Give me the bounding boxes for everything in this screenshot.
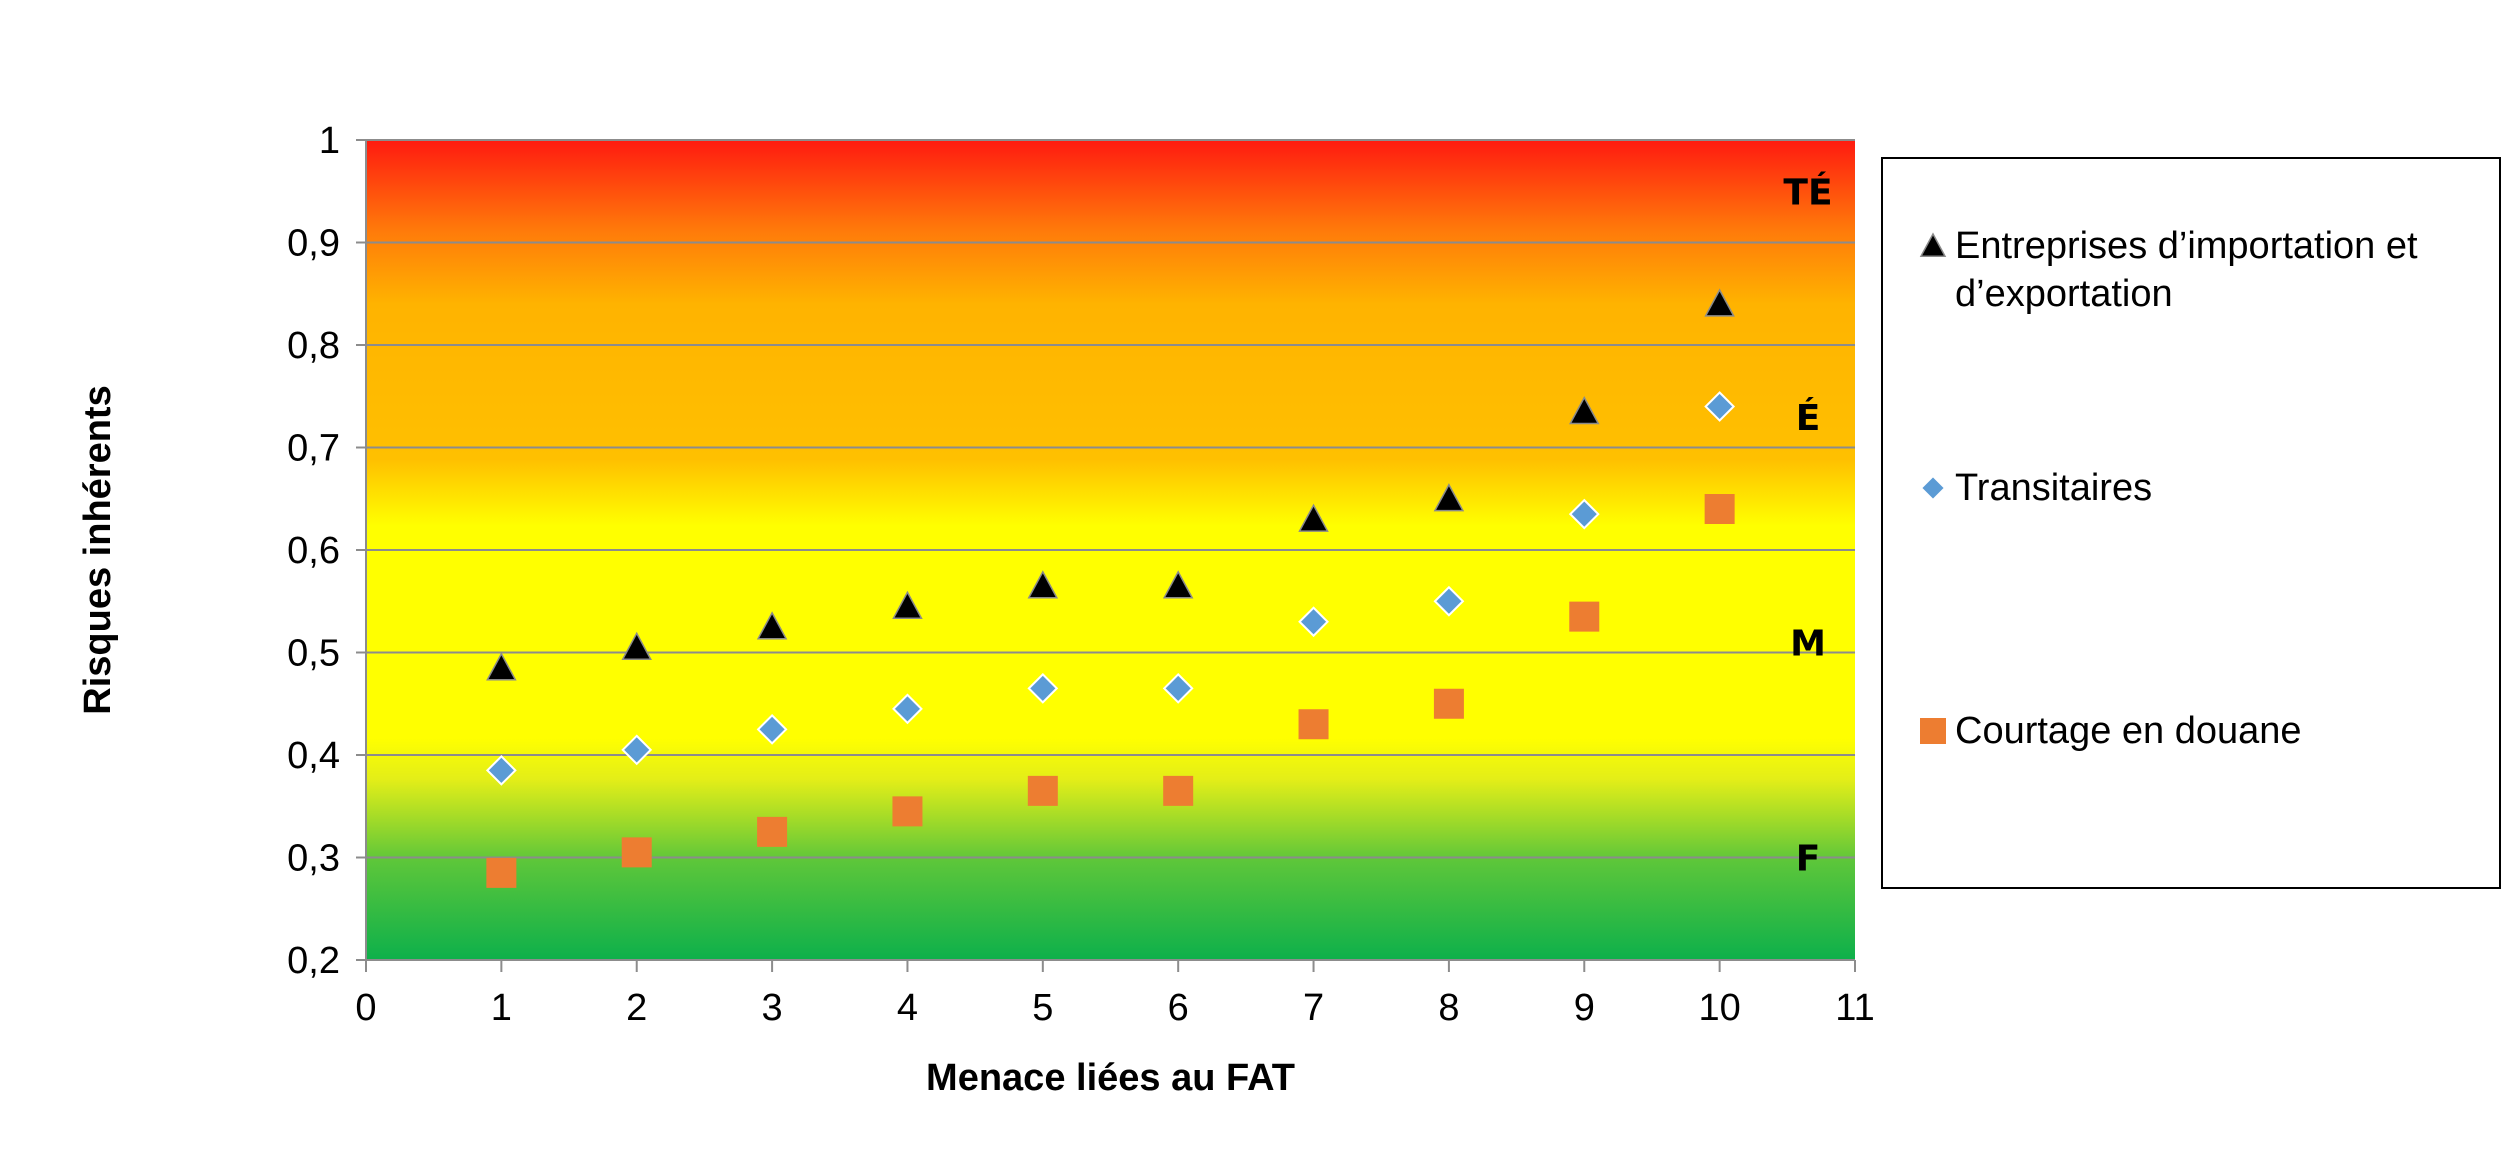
x-tick-label: 10 bbox=[1698, 987, 1740, 1029]
diamond-point bbox=[1298, 606, 1329, 638]
square-point bbox=[1298, 709, 1329, 740]
gridlines bbox=[356, 139, 1856, 972]
square-point bbox=[892, 796, 923, 827]
y-tick-label: 1 bbox=[319, 120, 340, 162]
diamond-point bbox=[1027, 672, 1059, 704]
triangle-point bbox=[892, 590, 923, 620]
square-point bbox=[1569, 601, 1600, 632]
diamond-point bbox=[1568, 498, 1600, 530]
diamond-point bbox=[485, 754, 517, 786]
y-tick-label: 0,9 bbox=[287, 223, 340, 265]
x-tick-label: 0 bbox=[355, 987, 376, 1029]
triangle-point bbox=[621, 631, 652, 661]
zone-label: F bbox=[1796, 839, 1821, 880]
square-point bbox=[1433, 688, 1464, 719]
square-point bbox=[1027, 775, 1058, 806]
x-tick-label: 11 bbox=[1835, 987, 1874, 1029]
square-point bbox=[621, 837, 652, 868]
square-legend-marker bbox=[1920, 718, 1946, 744]
square-point bbox=[1163, 775, 1194, 806]
y-tick-label: 0,2 bbox=[287, 940, 340, 982]
triangle-point bbox=[1298, 503, 1329, 532]
y-tick-label: 0,6 bbox=[287, 530, 340, 572]
square-point bbox=[486, 857, 517, 888]
y-tick-label: 0,8 bbox=[287, 325, 340, 367]
y-tick-label: 0,3 bbox=[287, 838, 340, 880]
legend-label: Courtage en douane bbox=[1955, 710, 2302, 752]
triangle-point bbox=[756, 611, 788, 640]
x-tick-label: 7 bbox=[1303, 987, 1324, 1029]
legend-label: Entreprises d’importation et bbox=[1955, 225, 2418, 267]
triangle-point bbox=[1704, 288, 1735, 317]
triangle-point bbox=[1569, 396, 1600, 425]
x-tick-label: 5 bbox=[1032, 987, 1053, 1029]
diamond-point bbox=[756, 713, 788, 745]
x-axis-title: Menace liées au FAT bbox=[926, 1057, 1295, 1099]
data-points bbox=[485, 288, 1736, 888]
diamond-point bbox=[892, 693, 923, 725]
x-tick-label: 8 bbox=[1438, 987, 1459, 1029]
x-tick-label: 9 bbox=[1574, 987, 1595, 1029]
risk-zone-labels: TÉ É M F bbox=[1783, 171, 1832, 879]
diamond-point bbox=[1704, 391, 1736, 422]
legend-item: Courtage en douane bbox=[1920, 710, 2302, 752]
zone-label: M bbox=[1790, 623, 1826, 664]
triangle-point bbox=[486, 652, 517, 681]
zone-label: É bbox=[1796, 397, 1821, 439]
y-tick-label: 0,7 bbox=[287, 428, 340, 470]
legend-item: Transitaires bbox=[1919, 467, 2152, 509]
axes bbox=[365, 140, 1855, 961]
y-tick-label: 0,5 bbox=[287, 633, 340, 675]
x-tick-label: 1 bbox=[491, 987, 512, 1029]
x-tick-labels: 0 1 2 3 4 5 6 7 8 9 10 11 bbox=[355, 987, 1874, 1029]
square-point bbox=[1704, 494, 1735, 524]
x-tick-label: 4 bbox=[897, 987, 918, 1029]
diamond-point bbox=[1433, 585, 1465, 617]
y-axis-title: Risques inhérents bbox=[77, 385, 119, 714]
diamond-legend-marker bbox=[1919, 474, 1947, 502]
triangle-point bbox=[1027, 570, 1059, 599]
legend-box bbox=[1881, 157, 2501, 889]
triangle-point bbox=[1433, 483, 1465, 512]
triangle-legend-marker bbox=[1919, 232, 1947, 257]
diamond-point bbox=[621, 734, 653, 766]
diamond-point bbox=[1162, 672, 1194, 704]
legend-label: Transitaires bbox=[1955, 467, 2152, 509]
x-tick-label: 6 bbox=[1168, 987, 1189, 1029]
square-point bbox=[757, 816, 788, 847]
legend: Entreprises d’importation et d’exportatio… bbox=[1881, 157, 2501, 889]
legend-label: d’exportation bbox=[1955, 273, 2173, 315]
y-tick-labels: 0,2 0,3 0,4 0,5 0,6 0,7 0,8 0,9 1 bbox=[287, 120, 340, 982]
x-tick-label: 2 bbox=[626, 987, 647, 1029]
legend-item: Entreprises d’importation et d’exportatio… bbox=[1919, 225, 2418, 315]
x-tick-label: 3 bbox=[762, 987, 783, 1029]
y-tick-label: 0,4 bbox=[287, 735, 340, 777]
zone-label: TÉ bbox=[1783, 171, 1832, 213]
triangle-point bbox=[1162, 570, 1194, 599]
